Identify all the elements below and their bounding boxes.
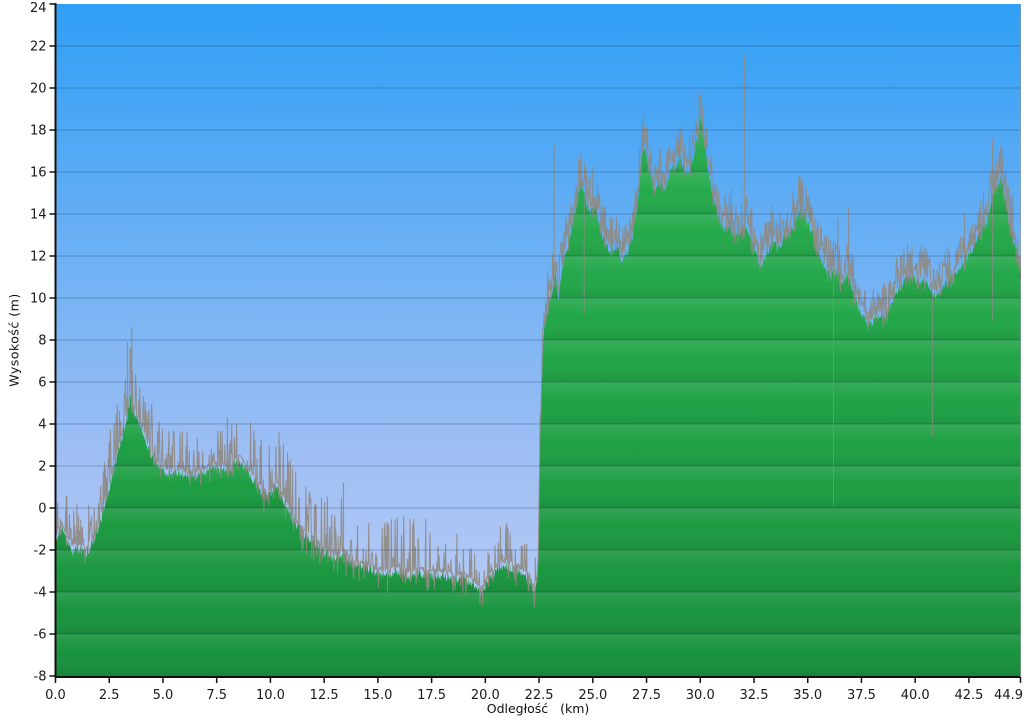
y-tick-label: 10 <box>30 292 47 307</box>
x-tick-label: 42.5 <box>954 688 983 703</box>
gps-noise-trace <box>55 92 1021 608</box>
x-tick-label: 27.5 <box>632 688 661 703</box>
y-tick-label: 12 <box>30 250 47 265</box>
x-tick-label: 25.0 <box>578 688 607 703</box>
y-tick-label: 24 <box>30 1 47 16</box>
x-tick-label: 30.0 <box>686 688 715 703</box>
x-tick-label: 12.5 <box>310 688 339 703</box>
x-tick-label: 40.0 <box>901 688 930 703</box>
x-tick-label: 35.0 <box>793 688 822 703</box>
y-tick-label: 4 <box>38 418 46 433</box>
y-tick-label: 2 <box>38 460 46 475</box>
y-tick-label: 16 <box>30 166 47 181</box>
x-tick-label: 15.0 <box>363 688 392 703</box>
x-tick-label: 44.9 <box>994 688 1023 703</box>
y-tick-label: 22 <box>30 40 47 55</box>
y-tick-label: 18 <box>30 124 47 139</box>
y-tick-label: 6 <box>38 376 46 391</box>
x-axis-title: Odległość (km) <box>486 701 590 716</box>
x-tick-label: 7.5 <box>206 688 227 703</box>
x-tick-label: 0.0 <box>45 688 66 703</box>
x-tick-label: 5.0 <box>153 688 174 703</box>
y-tick-label: 8 <box>38 334 46 349</box>
y-tick-label: -4 <box>34 586 47 601</box>
y-tick-label: -2 <box>34 544 47 559</box>
gridlines <box>55 45 1021 635</box>
x-tick-label: 20.0 <box>471 688 500 703</box>
x-tick-label: 22.5 <box>525 688 554 703</box>
x-tick-label: 10.0 <box>256 688 285 703</box>
x-tick-label: 17.5 <box>417 688 446 703</box>
y-tick-label: -6 <box>34 628 47 643</box>
y-tick-label: -8 <box>34 670 47 685</box>
x-tick-label: 37.5 <box>847 688 876 703</box>
gps-spikes <box>65 54 1014 563</box>
y-tick-label: 20 <box>30 82 47 97</box>
y-axis-title: Wysokość (m) <box>6 293 22 387</box>
x-tick-label: 2.5 <box>99 688 120 703</box>
x-tick-label: 32.5 <box>740 688 769 703</box>
y-tick-label: 14 <box>30 208 47 223</box>
y-tick-label: 0 <box>38 502 46 517</box>
